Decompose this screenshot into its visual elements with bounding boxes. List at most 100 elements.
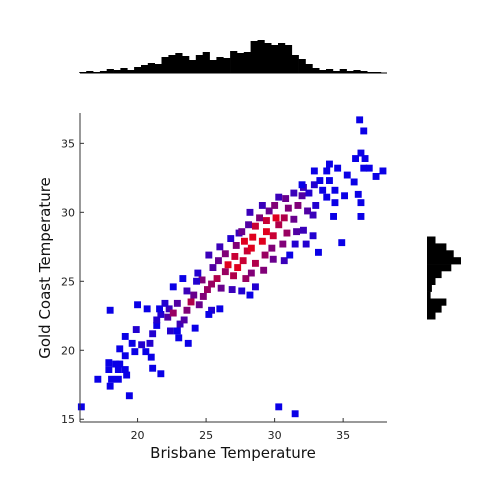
- marginal-x-bar: [216, 57, 224, 73]
- heatmap-cell: [215, 257, 222, 265]
- heatmap-cell: [165, 305, 173, 313]
- heatmap-cell: [365, 164, 373, 172]
- heatmap-cell: [305, 189, 313, 197]
- heatmap-cell: [175, 334, 183, 342]
- heatmap-cell: [125, 392, 133, 400]
- heatmap-cell: [121, 352, 129, 360]
- heatmap-cell: [77, 403, 85, 411]
- heatmap-cell: [252, 259, 259, 267]
- heatmap-cell: [205, 311, 213, 318]
- heatmap-cell: [134, 301, 141, 309]
- marginal-x-bar: [223, 58, 231, 73]
- marginal-x-bar: [326, 69, 334, 73]
- heatmap-cell: [341, 192, 348, 200]
- marginal-y-bar: [427, 291, 431, 299]
- heatmap-cell: [153, 316, 161, 324]
- marginal-y-bar: [427, 298, 447, 306]
- heatmap-cell: [241, 237, 248, 245]
- marginal-x-histogram: [79, 40, 382, 73]
- marginal-x-bar: [182, 56, 190, 73]
- marginal-x-bar: [319, 70, 327, 73]
- heatmap-cell: [280, 214, 288, 222]
- heatmap-cell: [138, 341, 146, 349]
- marginal-x-bar: [264, 43, 272, 73]
- heatmap-cell: [319, 186, 327, 194]
- marginal-x-bar: [298, 59, 306, 73]
- heatmap-cell: [245, 221, 252, 229]
- marginal-y-bar: [427, 257, 461, 265]
- marginal-x-bar: [332, 71, 341, 73]
- heatmap-cell: [356, 116, 364, 124]
- heatmap-cell: [275, 403, 283, 411]
- heatmap-cell: [310, 167, 318, 175]
- heatmap-cell: [272, 214, 280, 222]
- x-tick-label: 30: [268, 429, 282, 442]
- heatmap-cell: [193, 277, 200, 285]
- heatmap-cell: [323, 193, 331, 201]
- heatmap-cell: [310, 181, 318, 189]
- marginal-x-bar: [284, 45, 293, 73]
- heatmap-cell: [360, 127, 368, 135]
- heatmap-cell: [338, 239, 346, 247]
- y-tick-label: 30: [61, 206, 75, 219]
- heatmap-cell: [252, 283, 259, 291]
- marginal-y-bar: [427, 243, 447, 251]
- x-axis-title: Brisbane Temperature: [150, 444, 316, 462]
- marginal-x-bar: [278, 43, 286, 73]
- marginal-x-bar: [202, 52, 210, 73]
- heatmap-cell: [106, 306, 114, 314]
- heatmap-cell: [360, 164, 368, 172]
- heatmap-cell: [146, 339, 154, 347]
- heatmap-cell: [224, 261, 232, 269]
- marginal-x-bar: [353, 70, 361, 73]
- marginal-x-bar: [134, 67, 142, 73]
- marginal-x-bar: [346, 71, 354, 73]
- heatmap-cells: [77, 116, 387, 418]
- marginal-y-bar: [427, 264, 452, 272]
- marginal-x-bar: [120, 68, 128, 73]
- marginal-x-bar: [141, 65, 149, 73]
- heatmap-cell: [283, 229, 291, 237]
- heatmap-cell: [334, 164, 342, 172]
- heatmap-cell: [157, 311, 165, 318]
- heatmap-cell: [209, 264, 217, 271]
- marginal-x-bar: [106, 69, 114, 73]
- heatmap-cell: [105, 366, 113, 373]
- marginal-x-bar: [250, 41, 258, 73]
- heatmap-cell: [191, 324, 199, 332]
- marginal-x-bar: [99, 71, 108, 73]
- heatmap-cell: [298, 192, 306, 200]
- y-tick-label: 15: [61, 413, 75, 426]
- heatmap-cell: [227, 235, 235, 242]
- marginal-x-bar: [154, 64, 162, 73]
- heatmap-cell: [232, 242, 240, 249]
- heatmap-cell: [280, 257, 288, 265]
- heatmap-cell: [286, 251, 294, 259]
- heatmap-cell: [176, 320, 184, 328]
- marginal-y-bar: [427, 270, 442, 279]
- heatmap-cell: [379, 167, 387, 175]
- heatmap-cell: [161, 299, 169, 307]
- heatmap-cell: [268, 244, 276, 252]
- y-tick-label: 20: [61, 344, 75, 357]
- marginal-y-bar: [427, 305, 442, 313]
- heatmap-cell: [291, 240, 299, 248]
- heatmap-cell: [312, 202, 320, 209]
- heatmap-cell: [323, 167, 331, 175]
- marginal-x-bar: [147, 63, 155, 73]
- heatmap-cell: [228, 286, 236, 293]
- heatmap-cell: [291, 410, 299, 418]
- marginal-y-bar: [427, 236, 436, 244]
- marginal-x-bar: [195, 55, 203, 73]
- marginal-y-histogram: [427, 236, 461, 320]
- marginal-x-bar: [230, 51, 238, 73]
- marginal-x-bar: [271, 45, 279, 73]
- marginal-x-bar: [113, 70, 121, 73]
- heatmap-cell: [183, 306, 191, 314]
- heatmap-cell: [198, 276, 206, 284]
- heatmap-cell: [247, 269, 255, 277]
- heatmap-cell: [132, 326, 140, 333]
- heatmap-cell: [116, 360, 124, 368]
- heatmap-cell: [173, 299, 181, 307]
- marginal-y-bar: [427, 284, 432, 292]
